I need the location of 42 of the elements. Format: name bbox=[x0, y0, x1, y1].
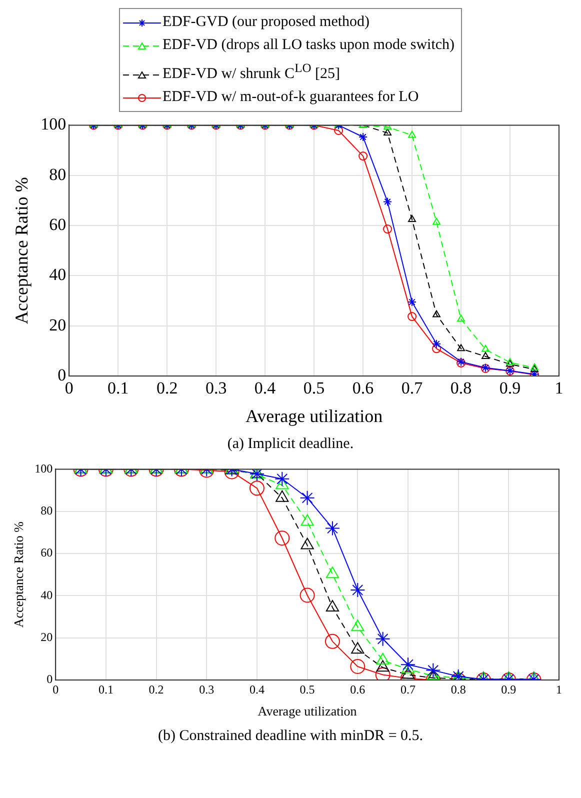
x-tick-label: 0.9 bbox=[501, 682, 516, 696]
x-tick-label: 0.5 bbox=[300, 682, 315, 696]
x-tick-label: 0.9 bbox=[499, 378, 521, 398]
x-tick-label: 0.3 bbox=[199, 682, 214, 696]
text: (b) Constrained deadline with minDR = 0.5. bbox=[156, 728, 424, 745]
y-tick-label: 80 bbox=[49, 164, 66, 184]
x-tick-label: 0.7 bbox=[400, 682, 416, 696]
text: (a) Implicit deadline. bbox=[226, 436, 355, 453]
x-tick-label: 0.7 bbox=[401, 378, 424, 398]
y-tick-label: 100 bbox=[34, 461, 53, 476]
y-tick-label: 0 bbox=[58, 365, 66, 384]
x-tick-label: 0.4 bbox=[249, 682, 264, 696]
x-tick-label: 0.5 bbox=[303, 378, 325, 398]
x-tick-label: 0.2 bbox=[148, 682, 164, 696]
x-tick-label: 0.6 bbox=[350, 682, 366, 696]
y-tick-label: 40 bbox=[40, 588, 53, 602]
legend-label: EDF-VD w/ m-out-of-k guarantees for LO bbox=[162, 89, 419, 105]
x-tick-label: 0.2 bbox=[156, 378, 178, 398]
y-axis-title: Acceptance Ratio % bbox=[11, 521, 26, 628]
x-tick-label: 0.3 bbox=[205, 378, 227, 398]
y-tick-label: 0 bbox=[46, 672, 53, 686]
x-tick-label: 0.4 bbox=[254, 378, 276, 398]
x-axis-title: Average utilization bbox=[258, 704, 358, 719]
x-tick-label: 1 bbox=[556, 682, 562, 696]
y-tick-label: 100 bbox=[40, 114, 66, 134]
y-tick-label: 60 bbox=[40, 546, 53, 560]
y-tick-label: 20 bbox=[49, 315, 66, 334]
y-tick-label: 80 bbox=[40, 504, 53, 518]
x-axis-title: Average utilization bbox=[245, 406, 383, 426]
y-tick-label: 60 bbox=[49, 214, 66, 234]
x-tick-label: 0.1 bbox=[98, 682, 114, 696]
legend-label: EDF-VD w/ shrunk C$^{LO}$ [25] bbox=[162, 61, 340, 82]
legend-label: EDF-VD (drops all LO tasks upon mode switch) bbox=[162, 37, 455, 53]
y-tick-label: 40 bbox=[49, 265, 66, 284]
x-tick-label: 0.8 bbox=[450, 378, 472, 398]
y-tick-label: 20 bbox=[40, 630, 53, 644]
x-tick-label: 1 bbox=[554, 378, 564, 398]
x-tick-label: 0.8 bbox=[450, 682, 466, 696]
y-axis-title: Acceptance Ratio % bbox=[12, 177, 32, 324]
x-tick-label: 0.6 bbox=[352, 378, 374, 398]
legend-label: EDF-GVD (our proposed method) bbox=[162, 14, 370, 30]
x-tick-label: 0.1 bbox=[107, 378, 129, 398]
